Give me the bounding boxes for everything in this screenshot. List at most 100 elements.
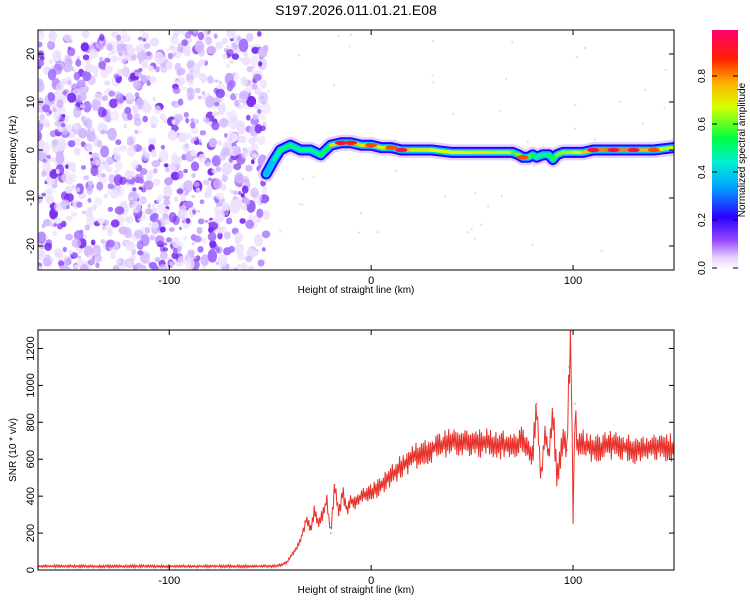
noise-blob — [89, 186, 93, 190]
noise-blob — [149, 213, 159, 223]
noise-blob — [42, 257, 53, 267]
noise-blob — [230, 199, 239, 209]
noise-blob — [134, 173, 144, 181]
noise-blob — [41, 171, 47, 177]
ridge-peak — [385, 145, 398, 150]
noise-blob — [245, 164, 253, 172]
snr-y-tick-label: 400 — [25, 487, 37, 505]
noise-blob — [84, 118, 93, 129]
noise-blob — [67, 140, 76, 148]
noise-blob — [134, 45, 143, 53]
snr-point — [279, 564, 281, 567]
noise-blob — [87, 259, 96, 266]
noise-blob — [222, 53, 228, 60]
noise-blob — [205, 95, 215, 108]
noise-blob — [62, 78, 68, 83]
noise-blob — [169, 227, 175, 232]
noise-blob — [60, 128, 64, 132]
noise-blob — [191, 172, 196, 179]
noise-blob — [141, 60, 149, 69]
noise-blob — [173, 113, 184, 123]
noise-blob — [168, 129, 176, 139]
noise-blob — [156, 194, 165, 202]
noise-blob — [44, 122, 51, 128]
noise-blob — [184, 200, 194, 209]
noise-blob — [38, 97, 44, 106]
noise-blob — [219, 118, 229, 128]
noise-blob — [180, 195, 187, 202]
noise-blob — [113, 169, 119, 174]
snr-point — [360, 495, 362, 497]
noise-blob — [202, 75, 208, 82]
noise-speck — [480, 223, 483, 226]
noise-blob — [218, 80, 222, 85]
noise-blob — [41, 161, 52, 173]
noise-blob — [99, 40, 104, 45]
noise-blob — [191, 194, 196, 199]
noise-blob — [223, 247, 232, 256]
noise-blob — [73, 71, 81, 81]
snr-point — [572, 523, 574, 525]
noise-blob — [67, 47, 76, 57]
ridge-peak — [345, 140, 357, 145]
noise-blob — [46, 187, 54, 195]
noise-speck — [499, 109, 502, 112]
noise-blob — [177, 256, 186, 266]
snr-x-axis: -100 0 100 — [158, 330, 582, 587]
noise-blob — [108, 90, 116, 97]
noise-blob — [90, 239, 96, 246]
noise-blob — [188, 37, 193, 43]
noise-blob — [250, 159, 255, 165]
snr-point — [299, 539, 302, 542]
snr-point — [633, 449, 635, 451]
ridge-peak — [334, 140, 347, 145]
noise-blob — [150, 37, 159, 47]
noise-blob — [167, 52, 174, 60]
snr-point — [552, 412, 554, 414]
snr-plot-area — [38, 330, 674, 570]
noise-blob — [107, 52, 112, 57]
noise-blob — [43, 219, 52, 227]
noise-blob — [164, 177, 173, 186]
noise-blob — [246, 114, 251, 121]
noise-blob — [261, 209, 271, 221]
noise-blob — [171, 119, 176, 125]
noise-speck — [348, 45, 351, 48]
noise-blob — [251, 83, 258, 90]
noise-blob — [118, 52, 128, 63]
noise-blob — [234, 147, 241, 155]
ridge-peak — [607, 147, 620, 153]
snr-x-tick-label: 0 — [368, 575, 374, 587]
noise-speck — [394, 170, 397, 173]
noise-blob — [234, 267, 238, 270]
noise-blob — [72, 88, 81, 96]
noise-blob — [216, 247, 221, 254]
snr-point — [556, 477, 558, 479]
noise-blob — [39, 114, 45, 121]
noise-blob — [53, 201, 63, 213]
noise-speck — [267, 90, 270, 93]
noise-blob — [51, 104, 58, 110]
noise-blob — [115, 139, 122, 146]
noise-blob — [215, 88, 225, 99]
noise-blob — [258, 61, 263, 67]
noise-blob — [38, 58, 45, 68]
noise-blob — [217, 103, 226, 115]
noise-blob — [93, 92, 102, 101]
noise-blob — [261, 186, 268, 195]
noise-speck — [297, 54, 301, 57]
noise-blob — [104, 65, 114, 74]
noise-blob — [109, 98, 118, 109]
noise-blob — [202, 91, 205, 95]
noise-blob — [107, 128, 116, 136]
ridge-peak — [587, 147, 600, 153]
noise-blob — [51, 139, 58, 147]
noise-blob — [225, 45, 230, 50]
snr-point — [491, 442, 493, 444]
snr-point — [400, 466, 402, 468]
noise-blob — [224, 133, 228, 138]
noise-blob — [67, 92, 77, 103]
noise-blob — [163, 198, 171, 206]
noise-blob — [217, 254, 228, 268]
noise-speck — [583, 46, 587, 50]
